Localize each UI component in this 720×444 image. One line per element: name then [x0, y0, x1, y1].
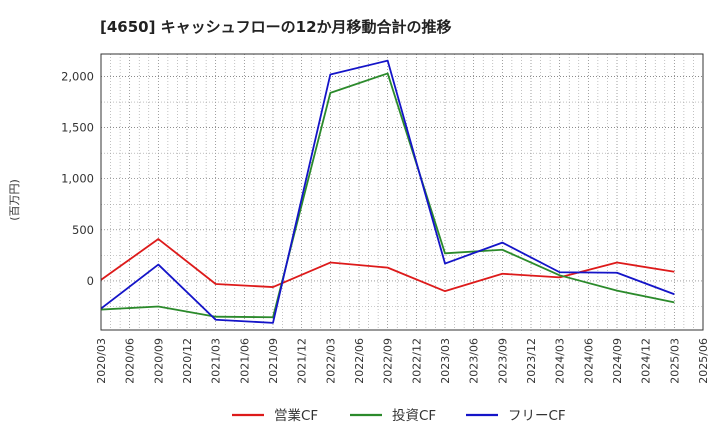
- y-tick-label: 2,000: [61, 69, 94, 83]
- x-tick-label: 2023/03: [439, 338, 452, 384]
- tick-layer: 2020/03 2020/06 2020/09 2020/12 2021/03 2021/…: [61, 69, 710, 383]
- legend-label: 営業CF: [274, 408, 318, 424]
- y-tick-label: 1,500: [61, 121, 94, 135]
- chart-title: [4650] キャッシュフローの12か月移動合計の推移: [100, 18, 452, 36]
- x-tick-label: 2021/06: [238, 338, 251, 384]
- x-tick-label: 2022/06: [353, 338, 366, 384]
- series-line: [100, 72, 675, 319]
- y-axis-label: (百万円): [8, 179, 21, 221]
- series-line: [100, 59, 675, 324]
- x-tick-label: 2021/12: [296, 338, 309, 384]
- legend-label: 投資CF: [392, 408, 436, 424]
- legend-label: フリーCF: [508, 408, 566, 424]
- x-tick-label: 2024/06: [582, 338, 595, 384]
- x-tick-label: 2025/06: [697, 338, 710, 384]
- x-tick-label: 2022/09: [382, 338, 395, 384]
- series-layer: [100, 59, 675, 324]
- x-tick-label: 2022/03: [324, 338, 337, 384]
- plot-frame: [100, 53, 704, 331]
- x-tick-label: 2020/06: [124, 338, 137, 384]
- y-tick-label: 0: [87, 274, 94, 288]
- x-tick-label: 2020/09: [152, 338, 165, 384]
- x-tick-label: 2021/03: [210, 338, 223, 384]
- x-tick-label: 2021/09: [267, 338, 280, 384]
- x-tick-label: 2025/03: [668, 338, 681, 384]
- x-tick-label: 2023/09: [496, 338, 509, 384]
- x-tick-label: 2020/03: [95, 338, 108, 384]
- x-tick-label: 2024/09: [611, 338, 624, 384]
- x-tick-label: 2023/06: [468, 338, 481, 384]
- x-tick-label: 2023/12: [525, 338, 538, 384]
- x-tick-label: 2022/12: [410, 338, 423, 384]
- x-tick-label: 2024/03: [554, 338, 567, 384]
- legend: 営業CF 投資CF フリーCF: [232, 408, 566, 424]
- y-tick-label: 500: [72, 223, 94, 237]
- grid-layer: [100, 54, 704, 330]
- x-tick-label: 2020/12: [181, 338, 194, 384]
- x-tick-label: 2024/12: [640, 338, 653, 384]
- y-tick-label: 1,000: [61, 172, 94, 186]
